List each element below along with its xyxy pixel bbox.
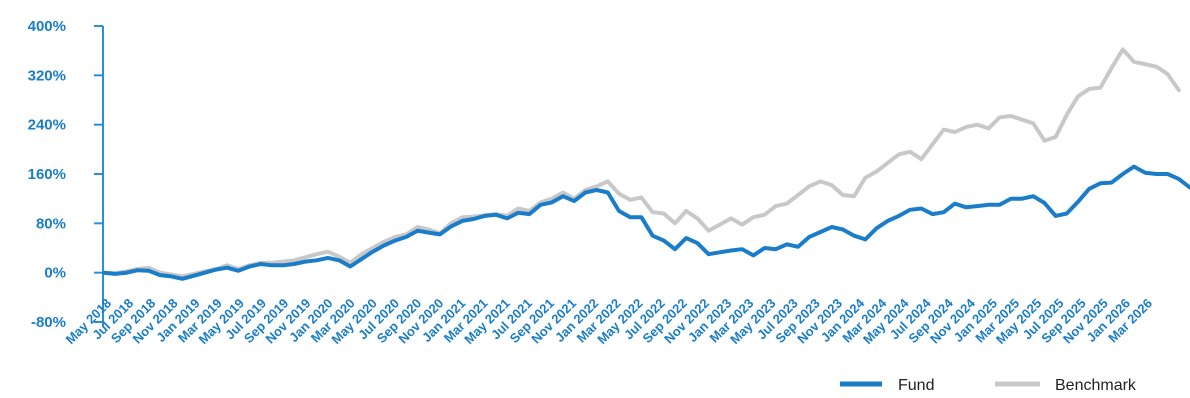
series-lines (102, 47, 1190, 281)
y-tick-label: 0% (44, 265, 66, 282)
legend-label-fund: Fund (898, 377, 934, 394)
axes: 400% 320% 240% 160% 80% 0% -80% (28, 18, 104, 331)
y-tick-label: 320% (28, 67, 66, 84)
series-line-benchmark (102, 47, 1181, 279)
y-tick-label: -80% (31, 314, 66, 331)
y-tick-label: 400% (28, 18, 66, 35)
series-line-fund (102, 164, 1190, 281)
y-tick-label: 160% (28, 166, 66, 183)
legend-label-benchmark: Benchmark (1055, 377, 1137, 394)
legend: Fund Benchmark (840, 377, 1137, 394)
y-tick-label: 240% (28, 117, 66, 134)
y-tick-label: 80% (36, 215, 66, 232)
